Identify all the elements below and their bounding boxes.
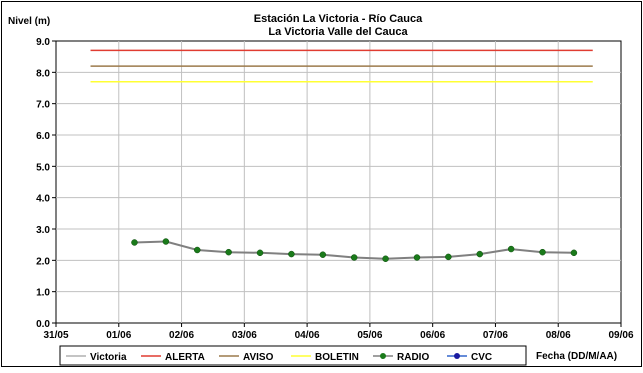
- x-tick-label: 07/06: [483, 330, 508, 341]
- y-axis-label: Nivel (m): [8, 16, 50, 27]
- data-point: [131, 239, 138, 246]
- x-tick-label: 01/06: [106, 330, 131, 341]
- data-point: [570, 249, 578, 257]
- y-tick-label: 6.0: [36, 131, 50, 142]
- data-point: [162, 238, 170, 245]
- legend-label: AVISO: [243, 352, 274, 363]
- data-point: [539, 248, 546, 256]
- data-point: [288, 250, 295, 258]
- x-tick-label: 04/06: [295, 330, 320, 341]
- legend-label: Victoria: [90, 352, 127, 363]
- legend-marker: [454, 353, 460, 359]
- x-tick-label: 31/05: [43, 330, 68, 341]
- x-tick-labels: 31/05 01/06 02/06 03/06 04/06 05/06 06/06 07/06…: [43, 330, 633, 341]
- chart-title: Estación La Victoria - Río Cauca: [254, 13, 423, 25]
- y-tick-label: 8.0: [36, 68, 50, 79]
- plot-area: [55, 40, 622, 324]
- y-tick-label: 2.0: [36, 256, 50, 267]
- series-layer: [131, 238, 578, 263]
- y-tick-label: 1.0: [36, 288, 50, 299]
- data-point: [413, 254, 421, 261]
- y-tick-label: 4.0: [36, 194, 50, 205]
- x-axis-label: Fecha (DD/M/AA): [536, 351, 617, 362]
- y-tick-label: 9.0: [36, 37, 50, 48]
- legend-label: BOLETIN: [315, 352, 359, 363]
- y-tick-label: 3.0: [36, 225, 50, 236]
- data-point: [476, 250, 483, 258]
- data-point: [225, 248, 232, 256]
- data-point: [194, 246, 201, 254]
- data-point: [507, 245, 515, 253]
- data-point: [319, 251, 327, 258]
- y-tick-labels: 0.0 1.0 2.0 3.0 4.0 5.0 6.0 7.0 8.0 9.0: [36, 37, 50, 330]
- x-tick-label: 09/06: [608, 330, 633, 341]
- y-tick-label: 7.0: [36, 100, 50, 111]
- legend-label: ALERTA: [165, 352, 205, 363]
- threshold-lines: [90, 49, 593, 83]
- x-tick-label: 05/06: [357, 330, 382, 341]
- legend: Victoria ALERTA AVISO BOLETIN RADIO CVC: [66, 352, 492, 363]
- chart-subtitle: La Victoria Valle del Cauca: [268, 26, 408, 38]
- y-tick-label: 0.0: [36, 319, 50, 330]
- legend-marker: [380, 353, 386, 359]
- legend-label: RADIO: [397, 352, 429, 363]
- x-tick-label: 08/06: [546, 330, 571, 341]
- x-tick-label: 03/06: [232, 330, 257, 341]
- x-tick-label: 02/06: [169, 330, 194, 341]
- data-point: [382, 255, 389, 263]
- data-point: [256, 249, 264, 257]
- legend-label: CVC: [471, 352, 492, 363]
- y-tick-label: 5.0: [36, 162, 50, 173]
- grid-lines: [52, 40, 622, 327]
- data-point: [445, 253, 452, 261]
- x-tick-label: 06/06: [420, 330, 445, 341]
- data-point: [350, 254, 358, 261]
